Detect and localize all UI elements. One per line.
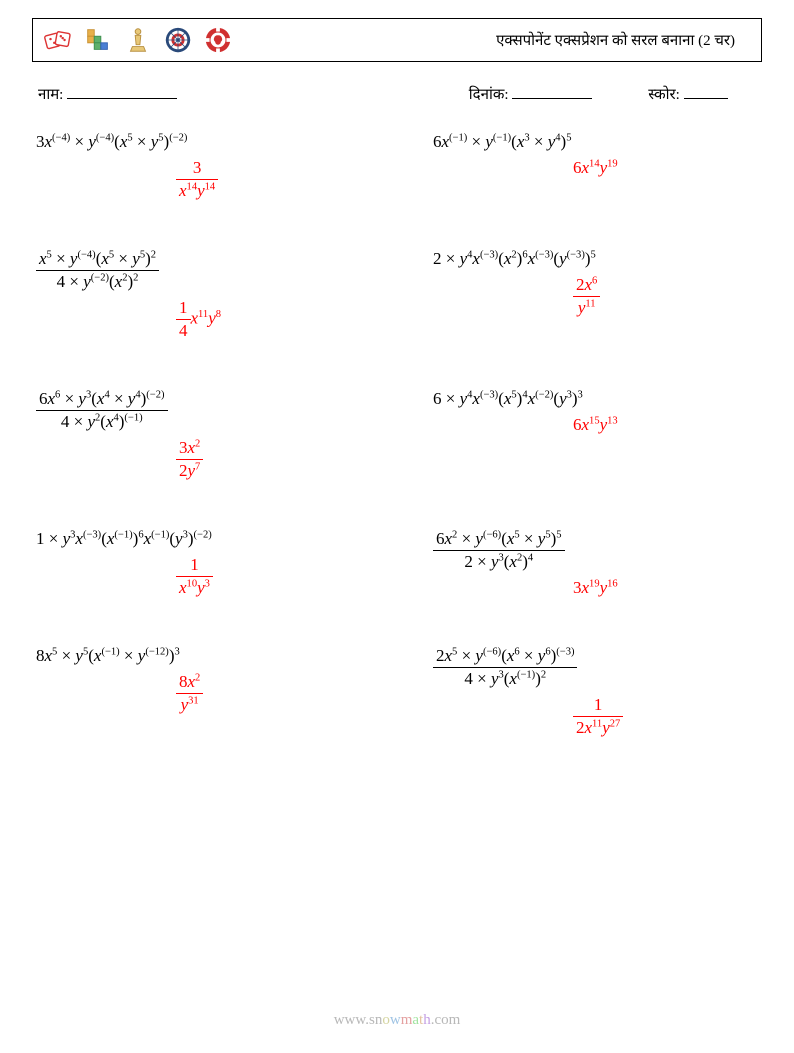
header-box: एक्सपोनेंट एक्सप्रेशन को सरल बनाना (2 चर… — [32, 18, 762, 62]
date-field: दिनांक: — [469, 84, 649, 104]
question: 2x5 × y(−6)(x6 × y6)(−3)4 × y3(x(−1))2 — [433, 646, 748, 689]
answer: 3x14y14 — [36, 158, 387, 201]
score-label: स्कोर: — [648, 87, 680, 103]
question: 6x2 × y(−6)(x5 × y5)52 × y3(x2)4 — [433, 529, 748, 572]
score-blank[interactable] — [684, 85, 728, 99]
meta-row: नाम: दिनांक: स्कोर: — [32, 84, 762, 104]
name-field: नाम: — [38, 84, 469, 104]
answer: 3x22y7 — [36, 438, 387, 481]
problem-4: 2 × y4x(−3)(x2)6x(−3)(y(−3))5 2x6y11 — [397, 249, 758, 389]
problem-3: x5 × y(−4)(x5 × y5)24 × y(−2)(x2)2 14x11y… — [36, 249, 397, 389]
worksheet-page: एक्सपोनेंट एक्सप्रेशन को सरल बनाना (2 चर… — [0, 0, 794, 786]
problem-2: 6x(−1) × y(−1)(x3 × y4)5 6x14y19 — [397, 132, 758, 249]
problems-grid: 3x(−4) × y(−4)(x5 × y5)(−2)3x14y146x(−1)… — [32, 132, 762, 786]
chip-icon — [203, 25, 233, 55]
date-label: दिनांक: — [469, 87, 509, 103]
question: 2 × y4x(−3)(x2)6x(−3)(y(−3))5 — [433, 249, 748, 269]
answer: 14x11y8 — [36, 298, 387, 341]
question: 3x(−4) × y(−4)(x5 × y5)(−2) — [36, 132, 387, 152]
dice-icon — [43, 25, 73, 55]
name-label: नाम: — [38, 87, 63, 103]
answer: 6x14y19 — [433, 158, 748, 178]
footer-suffix: .com — [431, 1012, 461, 1028]
date-blank[interactable] — [512, 85, 592, 99]
question: 6 × y4x(−3)(x5)4x(−2)(y3)3 — [433, 389, 748, 409]
score-field: स्कोर: — [648, 84, 756, 104]
answer: 12x11y27 — [433, 695, 748, 738]
footer-h: h — [423, 1012, 431, 1028]
question: 1 × y3x(−3)(x(−1))6x(−1)(y3)(−2) — [36, 529, 387, 549]
chess-icon — [123, 25, 153, 55]
problem-8: 6x2 × y(−6)(x5 × y5)52 × y3(x2)4 3x19y16 — [397, 529, 758, 646]
footer-m: m — [401, 1012, 413, 1028]
name-blank[interactable] — [67, 85, 177, 99]
dart-icon — [163, 25, 193, 55]
problem-9: 8x5 × y5(x(−1) × y(−12))3 8x2y31 — [36, 646, 397, 786]
answer: 1x10y3 — [36, 555, 387, 598]
footer-o: o — [382, 1012, 390, 1028]
footer: www.snowmath.com — [0, 1012, 794, 1029]
answer: 3x19y16 — [433, 578, 748, 598]
worksheet-title: एक्सपोनेंट एक्सप्रेशन को सरल बनाना (2 चर… — [233, 30, 751, 50]
problem-7: 1 × y3x(−3)(x(−1))6x(−1)(y3)(−2) 1x10y3 — [36, 529, 397, 646]
answer: 2x6y11 — [433, 275, 748, 318]
footer-prefix: www.sn — [334, 1012, 383, 1028]
footer-w: w — [390, 1012, 401, 1028]
question: 6x(−1) × y(−1)(x3 × y4)5 — [433, 132, 748, 152]
problem-1: 3x(−4) × y(−4)(x5 × y5)(−2) 3x14y14 — [36, 132, 397, 249]
question: x5 × y(−4)(x5 × y5)24 × y(−2)(x2)2 — [36, 249, 387, 292]
answer: 8x2y31 — [36, 672, 387, 715]
problem-10: 2x5 × y(−6)(x6 × y6)(−3)4 × y3(x(−1))2 12… — [397, 646, 758, 786]
question: 6x6 × y3(x4 × y4)(−2)4 × y2(x4)(−1) — [36, 389, 387, 432]
blocks-icon — [83, 25, 113, 55]
question: 8x5 × y5(x(−1) × y(−12))3 — [36, 646, 387, 666]
problem-5: 6x6 × y3(x4 × y4)(−2)4 × y2(x4)(−1) 3x22y… — [36, 389, 397, 529]
answer: 6x15y13 — [433, 415, 748, 435]
problem-6: 6 × y4x(−3)(x5)4x(−2)(y3)3 6x15y13 — [397, 389, 758, 529]
header-icons — [43, 25, 233, 55]
